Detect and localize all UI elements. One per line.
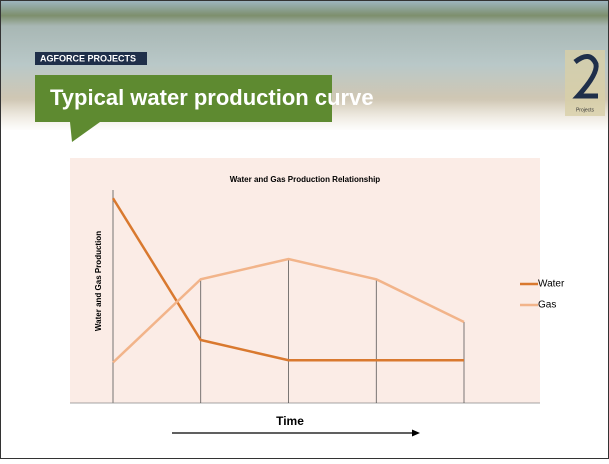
- chart-title: Water and Gas Production Relationship: [230, 175, 381, 184]
- series-line: [111, 197, 464, 362]
- logo-text: Projects: [576, 107, 595, 113]
- x-axis-label: Time: [276, 414, 304, 428]
- logo: [565, 50, 605, 116]
- title-arrow: [70, 122, 100, 142]
- time-arrow-head: [412, 429, 420, 437]
- legend-label: Gas: [538, 300, 556, 311]
- tag-box: [35, 52, 147, 65]
- plot-background: [70, 158, 540, 403]
- tag: AGFORCE PROJECTS: [40, 53, 136, 63]
- series-line: [112, 257, 465, 364]
- legend-label: Water: [538, 279, 565, 290]
- logo-mark: [572, 54, 599, 99]
- y-axis-label: Water and Gas Production: [94, 231, 103, 331]
- slide-title: Typical water production curve: [50, 85, 374, 110]
- title-box: [35, 75, 332, 122]
